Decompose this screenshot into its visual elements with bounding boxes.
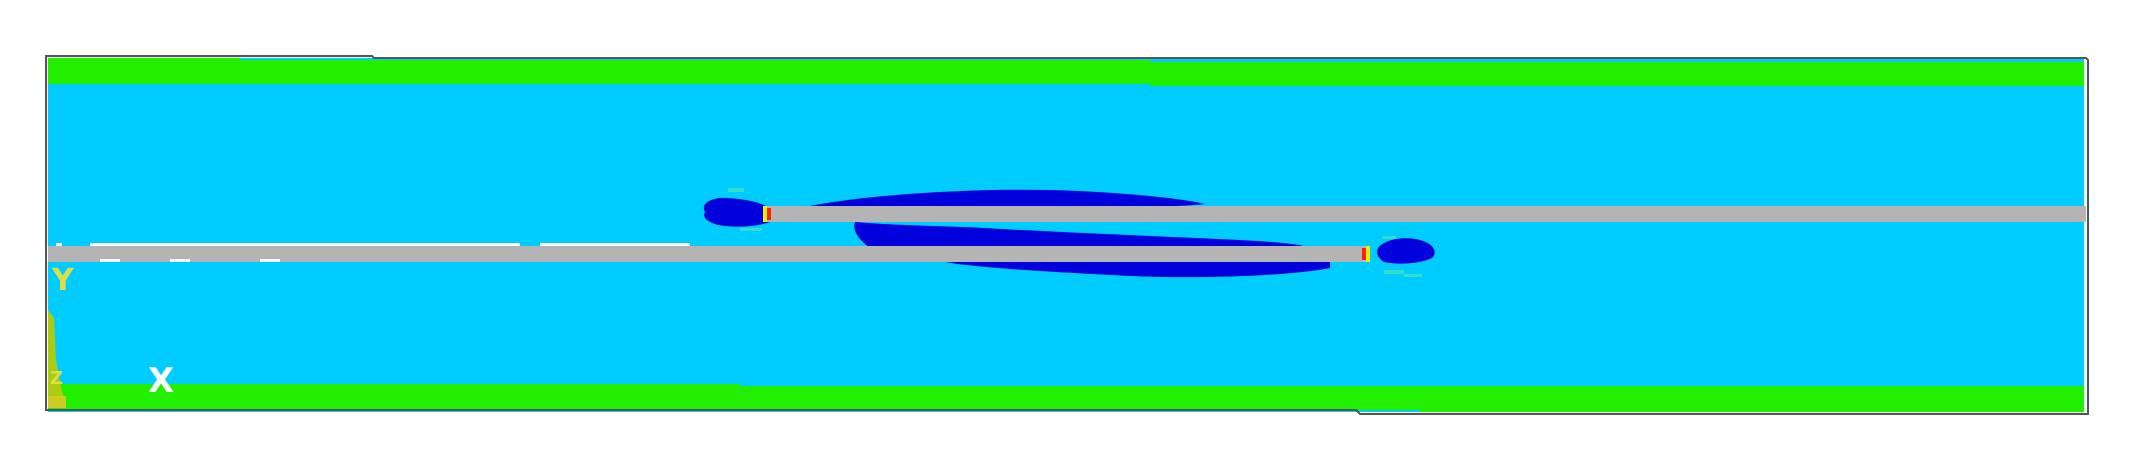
axis-label-x: X: [148, 361, 174, 401]
upper-crack-tip-red: [767, 208, 771, 220]
crack-dash: [540, 243, 690, 246]
crack-dash: [170, 259, 190, 262]
upper-lobe: [810, 189, 1205, 208]
lower-crack: [48, 246, 1366, 262]
top-edge-band: [48, 58, 2084, 86]
lower-lobe: [945, 262, 1330, 278]
upper-crack: [766, 206, 2086, 222]
halo-speck: [1404, 274, 1422, 277]
axis-label-y: Y: [51, 263, 75, 298]
axis-marker: [48, 310, 66, 406]
lower-crack-tip-yellow: [1366, 246, 1370, 262]
tip-halos: [728, 188, 1422, 277]
axis-origin-block: [48, 396, 66, 408]
crack-dash: [56, 243, 62, 246]
halo-speck: [728, 188, 744, 192]
halo-speck: [740, 228, 762, 231]
lower-crack-tip-red: [1362, 248, 1366, 260]
middle-lobe: [854, 222, 1310, 248]
crack-dash: [100, 259, 120, 262]
halo-speck: [1384, 270, 1404, 274]
left-tip-blob: [703, 197, 770, 227]
axis-label-z: Z: [50, 368, 63, 389]
plot-frame: [45, 55, 2089, 415]
low-value-zones: [703, 189, 1435, 278]
halo-speck: [1382, 236, 1396, 239]
right-tip-blob: [1377, 238, 1435, 264]
upper-crack-tip-yellow: [763, 206, 767, 222]
crack-dash: [260, 259, 280, 262]
bottom-edge-band: [48, 384, 2084, 412]
crack-dashes: [56, 243, 690, 262]
crack-dash: [90, 243, 520, 246]
